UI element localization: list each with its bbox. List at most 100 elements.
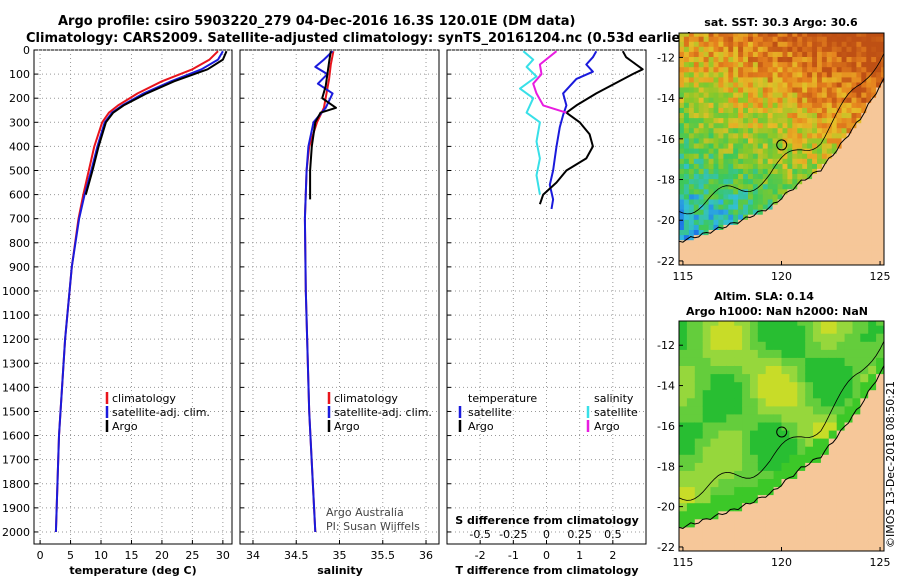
ocean-cell — [836, 357, 846, 366]
land-cell — [861, 112, 867, 119]
land-cell — [836, 168, 843, 174]
ocean-cell — [757, 81, 764, 88]
land-cell — [881, 97, 884, 103]
ocean-cell — [757, 107, 764, 113]
land-cell — [851, 127, 857, 134]
land-cell — [860, 534, 869, 544]
ocean-cell — [868, 357, 877, 366]
ocean-cell — [765, 381, 775, 391]
land-cell — [805, 478, 814, 488]
map-y-tick-label: -18 — [657, 174, 675, 187]
land-cell — [860, 405, 869, 415]
ocean-cell — [767, 112, 774, 119]
land-cell — [881, 132, 884, 139]
land-cell — [866, 188, 872, 195]
ocean-cell — [807, 66, 813, 73]
ocean-cell — [718, 421, 727, 431]
ocean-cell — [765, 462, 775, 471]
ocean-cell — [802, 97, 808, 103]
ocean-cell — [688, 148, 695, 154]
ocean-cell — [688, 51, 695, 57]
land-cell — [861, 203, 867, 210]
ocean-cell — [688, 41, 695, 47]
land-cell — [718, 534, 727, 544]
land-cell — [738, 244, 744, 251]
ocean-cell — [831, 127, 838, 134]
ocean-cell — [752, 76, 759, 83]
ocean-cell — [792, 173, 798, 180]
ocean-cell — [826, 122, 833, 129]
ocean-cell — [773, 470, 783, 479]
ocean-cell — [713, 178, 719, 185]
land-cell — [762, 234, 769, 241]
ocean-cell — [713, 66, 719, 73]
ocean-cell — [710, 429, 719, 439]
ocean-cell — [683, 158, 690, 164]
ocean-cell — [789, 373, 798, 383]
land-cell — [817, 173, 823, 180]
series-d-s-satellite — [519, 50, 541, 195]
ocean-cell — [802, 81, 808, 88]
ocean-cell — [812, 112, 818, 119]
land-cell — [866, 224, 872, 230]
ocean-cell — [718, 41, 724, 47]
ocean-cell — [703, 168, 710, 174]
ocean-cell — [718, 36, 724, 42]
land-cell — [812, 198, 818, 205]
land-cell — [767, 249, 774, 256]
ocean-cell — [826, 92, 833, 98]
ocean-cell — [723, 36, 729, 42]
ocean-cell — [686, 446, 696, 455]
land-cell — [820, 494, 830, 504]
ocean-cell — [828, 405, 838, 415]
ocean-cell — [797, 102, 803, 108]
land-cell — [868, 462, 877, 471]
land-cell — [866, 229, 872, 236]
ocean-cell — [831, 117, 838, 124]
ocean-cell — [728, 56, 734, 63]
ocean-cell — [767, 198, 774, 205]
ocean-cell — [733, 153, 739, 159]
ocean-cell — [718, 188, 724, 195]
land-cell — [718, 542, 727, 551]
ocean-cell — [750, 373, 759, 383]
ocean-cell — [777, 137, 784, 144]
ocean-cell — [708, 117, 715, 124]
land-cell — [871, 234, 877, 241]
ocean-cell — [757, 397, 767, 407]
ocean-cell — [693, 209, 700, 215]
land-cell — [820, 486, 830, 496]
land-cell — [683, 259, 690, 265]
land-cell — [860, 462, 869, 471]
ocean-cell — [817, 76, 823, 83]
land-cell — [807, 239, 813, 246]
ocean-cell — [733, 41, 739, 47]
ocean-cell — [718, 153, 724, 159]
ocean-cell — [802, 153, 808, 159]
land-cell — [868, 438, 877, 447]
land-cell — [876, 229, 882, 236]
ocean-cell — [757, 321, 767, 326]
land-cell — [797, 254, 803, 261]
land-cell — [807, 203, 813, 210]
ocean-cell — [802, 46, 808, 52]
land-cell — [826, 183, 833, 190]
land-cell — [871, 97, 877, 103]
land-cell — [805, 534, 814, 544]
y-tick-label: 1800 — [2, 478, 30, 491]
ocean-cell — [748, 46, 754, 52]
land-cell — [757, 534, 767, 544]
ocean-cell — [856, 66, 862, 73]
difference-panel: -2 -1 0 1 2-0.5 -0.25 0 0.25 0.5 T difference fr… — [446, 49, 647, 577]
land-cell — [831, 249, 838, 256]
land-cell — [852, 526, 861, 536]
land-cell — [807, 178, 813, 185]
ocean-cell — [718, 438, 727, 447]
ocean-cell — [703, 132, 710, 139]
ocean-cell — [762, 168, 769, 174]
ocean-cell — [836, 76, 843, 83]
ocean-cell — [679, 102, 685, 108]
ocean-cell — [728, 132, 734, 139]
ocean-cell — [683, 122, 690, 129]
land-cell — [856, 158, 862, 164]
